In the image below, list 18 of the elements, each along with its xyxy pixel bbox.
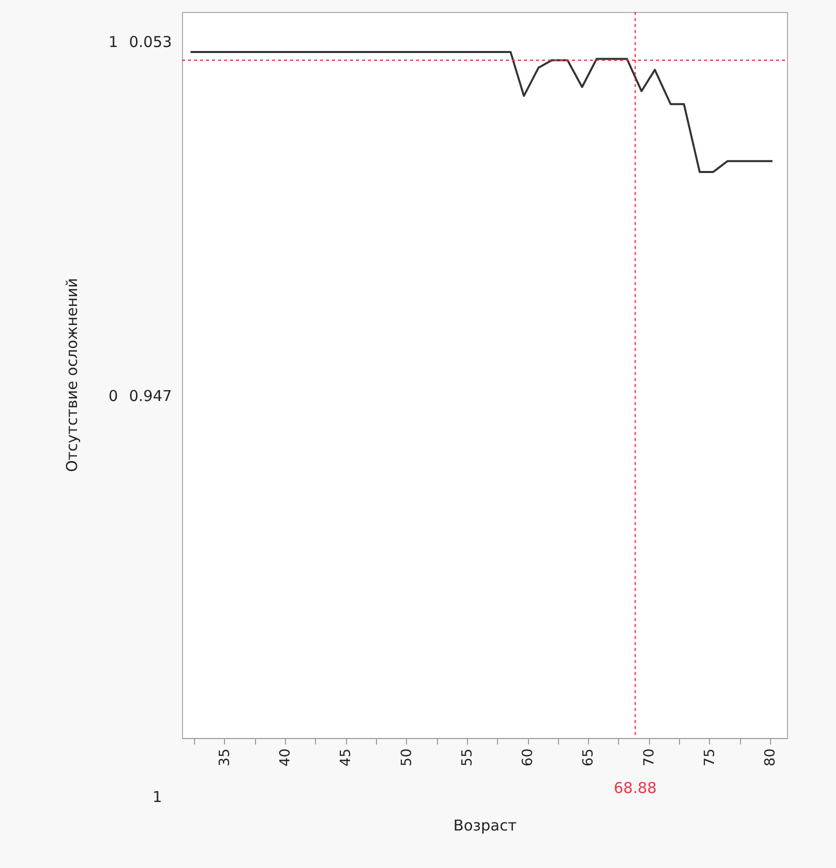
x-tick-label: 35: [216, 748, 233, 766]
x-tick-label: 50: [398, 748, 415, 766]
x-tick-label: 70: [641, 748, 658, 766]
ref-line-label: 68.88: [614, 779, 657, 797]
x-tick-label: 55: [459, 748, 476, 766]
text: 1: [152, 788, 162, 806]
text: 0: [108, 387, 118, 405]
x-tick-label: 40: [278, 748, 294, 766]
x-axis-title: Возраст: [453, 816, 517, 834]
x-tick-label: 65: [580, 748, 597, 766]
x-tick-label: 80: [762, 748, 779, 766]
text: 0.053: [129, 33, 172, 51]
x-tick-label: 60: [520, 748, 536, 766]
x-tick-label: 45: [338, 748, 354, 766]
text: 1: [108, 33, 118, 51]
x-tick-label: 75: [702, 748, 718, 766]
text: 0.947: [129, 387, 172, 405]
text: Отсутствие осложнений: [63, 278, 81, 472]
